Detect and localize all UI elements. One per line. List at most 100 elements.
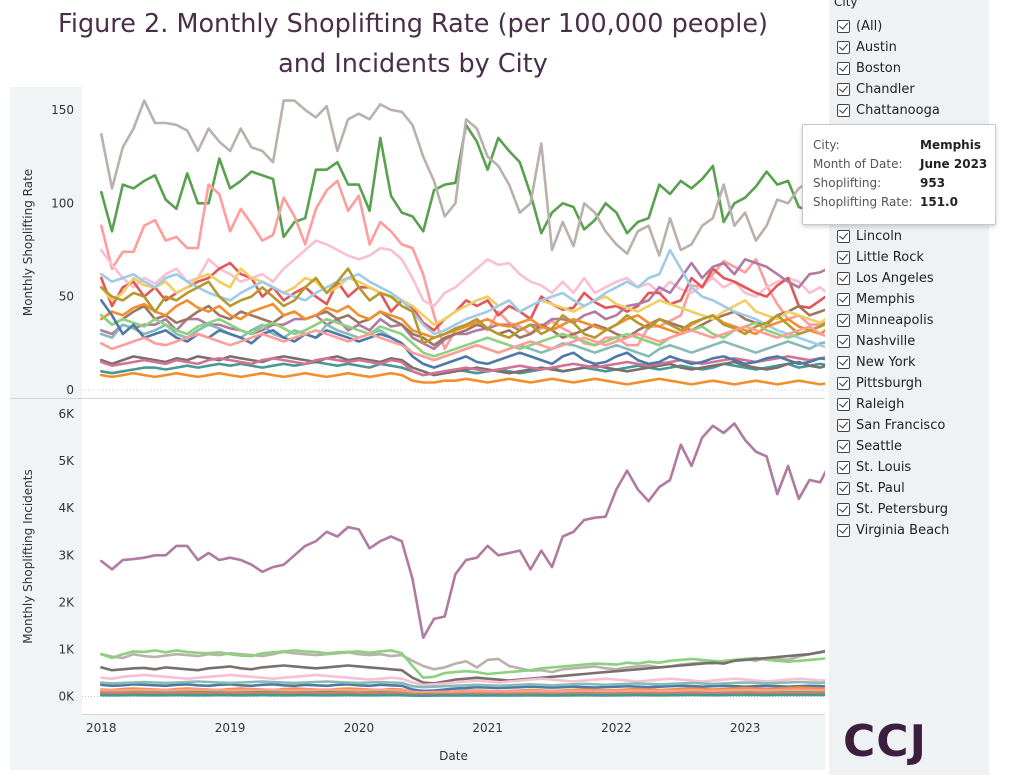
y-tick-label: 0K	[58, 690, 75, 704]
plot-background	[82, 399, 825, 714]
logo-text: CCJ	[843, 716, 927, 766]
checkbox-checked-icon[interactable]	[837, 523, 850, 537]
y-tick-label: 3K	[58, 548, 75, 562]
filter-item[interactable]: Memphis	[837, 289, 915, 309]
filter-item-label: Lincoln	[856, 228, 903, 244]
filter-item[interactable]: New York	[837, 352, 916, 372]
tooltip-label: Shoplifting:	[813, 176, 882, 190]
x-tick-label: 2023	[730, 721, 761, 735]
checkbox-checked-icon[interactable]	[837, 313, 850, 327]
filter-item[interactable]: Los Angeles	[837, 268, 934, 288]
series-line	[100, 682, 825, 693]
checkbox-checked-icon[interactable]	[837, 439, 850, 453]
checkbox-checked-icon[interactable]	[837, 229, 850, 243]
checkbox-checked-icon[interactable]	[837, 334, 850, 348]
checkbox-checked-icon[interactable]	[837, 19, 850, 33]
filter-item[interactable]: Boston	[837, 58, 901, 78]
filter-item-label: Chattanooga	[856, 102, 940, 118]
tooltip-label: Shoplifting Rate:	[813, 195, 913, 209]
checkbox-checked-icon[interactable]	[837, 376, 850, 390]
x-tick-label: 2022	[601, 721, 632, 735]
x-tick-label: 2020	[344, 721, 375, 735]
filter-item[interactable]: Raleigh	[837, 394, 904, 414]
filter-item-label: Austin	[856, 39, 897, 55]
filter-item-label: New York	[856, 354, 916, 370]
series-line	[100, 299, 825, 339]
filter-item-label: Raleigh	[856, 396, 905, 412]
checkbox-checked-icon[interactable]	[837, 271, 850, 285]
y-tick-label: 6K	[58, 407, 75, 421]
y-axis-label: Monthly Shoplifting Rate	[21, 169, 35, 316]
chart-title-line-2: and Incidents by City	[278, 49, 548, 79]
series-line	[100, 267, 825, 326]
filter-item[interactable]: Seattle	[837, 436, 902, 456]
y-tick-label: 1K	[58, 642, 75, 656]
filter-item-label: Chandler	[856, 81, 915, 97]
filter-item-label: Minneapolis	[856, 312, 934, 328]
filter-item[interactable]: (All)	[837, 16, 882, 36]
y-tick-label: 150	[51, 103, 74, 117]
filter-item-label: Pittsburgh	[856, 375, 923, 391]
checkbox-checked-icon[interactable]	[837, 418, 850, 432]
filter-item-label: Los Angeles	[856, 270, 934, 286]
series-line	[100, 360, 825, 377]
filter-item[interactable]: St. Paul	[837, 478, 905, 498]
checkbox-checked-icon[interactable]	[837, 502, 850, 516]
series-line	[100, 261, 825, 332]
filter-item[interactable]: Austin	[837, 37, 897, 57]
checkbox-checked-icon[interactable]	[837, 61, 850, 75]
series-line	[100, 355, 825, 377]
checkbox-checked-icon[interactable]	[837, 460, 850, 474]
city-filter-panel: City (All) Austin Boston Chandler Chattanoog…	[829, 0, 989, 775]
checkbox-checked-icon[interactable]	[837, 292, 850, 306]
filter-item-label: St. Petersburg	[856, 501, 949, 517]
tooltip-value: Memphis	[920, 138, 981, 152]
checkbox-checked-icon[interactable]	[837, 40, 850, 54]
x-tick-label: 2018	[86, 721, 117, 735]
series-line	[100, 99, 825, 257]
series-line	[100, 693, 825, 698]
x-axis-label: Date	[439, 749, 468, 763]
filter-item[interactable]: Chandler	[837, 79, 915, 99]
filter-item[interactable]: Minneapolis	[837, 310, 933, 330]
filter-item-label: St. Paul	[856, 480, 905, 496]
series-line	[100, 422, 825, 640]
filter-item[interactable]: Chattanooga	[837, 100, 940, 120]
filter-item[interactable]: Little Rock	[837, 247, 924, 267]
series-line	[100, 688, 825, 694]
plot-background	[82, 87, 825, 398]
chart-title-line-1: Figure 2. Monthly Shoplifting Rate (per …	[58, 9, 768, 39]
filter-item[interactable]: Lincoln	[837, 226, 902, 246]
tooltip-value: 151.0	[920, 195, 958, 209]
series-line	[100, 371, 825, 386]
checkbox-checked-icon[interactable]	[837, 355, 850, 369]
series-line	[100, 673, 825, 687]
filter-item-label: (All)	[856, 18, 883, 34]
checkbox-checked-icon[interactable]	[837, 397, 850, 411]
series-line	[100, 650, 825, 685]
filter-item[interactable]: Nashville	[837, 331, 915, 351]
filter-item[interactable]: St. Petersburg	[837, 499, 948, 519]
filter-item-label: Boston	[856, 60, 901, 76]
tooltip: City: Memphis Month of Date: June 2023 Shopl…	[802, 124, 996, 225]
filter-item[interactable]: Pittsburgh	[837, 373, 922, 393]
filter-item-label: Virginia Beach	[856, 522, 950, 538]
filter-item-label: St. Louis	[856, 459, 912, 475]
checkbox-checked-icon[interactable]	[837, 481, 850, 495]
series-line	[100, 299, 825, 369]
checkbox-checked-icon[interactable]	[837, 250, 850, 264]
checkbox-checked-icon[interactable]	[837, 82, 850, 96]
tooltip-value: 953	[920, 176, 946, 190]
filter-item[interactable]: San Francisco	[837, 415, 945, 435]
series-line	[100, 680, 825, 689]
x-tick-label: 2019	[215, 721, 246, 735]
tooltip-label: Month of Date:	[813, 157, 903, 171]
filter-item[interactable]: Virginia Beach	[837, 520, 949, 540]
filter-item-label: Memphis	[856, 291, 915, 307]
y-axis-label: Monthly Shoplifting Incidents	[21, 469, 35, 643]
series-line	[100, 325, 825, 362]
y-tick-label: 0	[66, 383, 74, 397]
checkbox-checked-icon[interactable]	[837, 103, 850, 117]
filter-item[interactable]: St. Louis	[837, 457, 911, 477]
series-line	[100, 258, 825, 351]
